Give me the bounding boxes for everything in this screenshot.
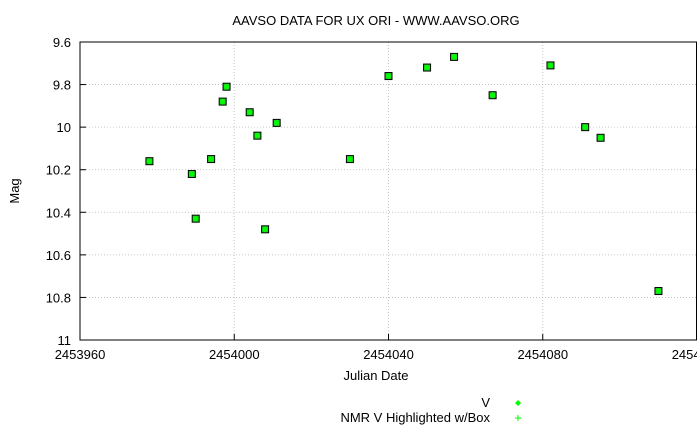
data-point-marker (597, 134, 604, 141)
data-point-marker (489, 92, 496, 99)
data-point-marker (192, 215, 199, 222)
x-tick-label: 2454120 (672, 347, 697, 362)
marks-layer (145, 52, 663, 296)
x-axis-label: Julian Date (343, 368, 408, 383)
legend-label-v: V (481, 395, 490, 410)
data-point-marker (346, 156, 353, 163)
plot-frame (79, 41, 697, 341)
data-point-marker (146, 158, 153, 165)
y-tick-label: 10.8 (46, 290, 71, 305)
y-tick-label: 9.8 (53, 78, 71, 93)
data-point-marker (208, 156, 215, 163)
legend: V NMR V Highlighted w/Box (340, 395, 521, 425)
grid-layer (80, 42, 697, 340)
y-axis-label: Mag (7, 178, 22, 203)
data-point-marker (385, 73, 392, 80)
y-tick-label: 10 (57, 120, 71, 135)
data-point-marker (254, 132, 261, 139)
y-tick-label: 10.2 (46, 163, 71, 178)
x-tick-label: 2454040 (363, 347, 414, 362)
data-point-marker (246, 109, 253, 116)
data-point-marker (273, 119, 280, 126)
legend-label-nmr: NMR V Highlighted w/Box (340, 410, 490, 425)
y-tick-label: 11 (58, 333, 72, 348)
y-tick-label: 10.4 (46, 205, 71, 220)
data-point-marker (219, 98, 226, 105)
data-point-marker (547, 62, 554, 69)
data-point-marker (582, 124, 589, 131)
data-point-marker (424, 64, 431, 71)
y-tick-label: 10.6 (46, 248, 71, 263)
data-point-marker (655, 288, 662, 295)
data-point-marker (262, 226, 269, 233)
data-point-marker (188, 170, 195, 177)
legend-marker-nmr (515, 415, 521, 421)
x-tick-label: 2454000 (209, 347, 260, 362)
chart-title: AAVSO DATA FOR UX ORI - WWW.AAVSO.ORG (232, 13, 519, 28)
y-tick-label: 9.6 (53, 35, 71, 50)
data-point-marker (223, 83, 230, 90)
x-tick-label: 2453960 (55, 347, 106, 362)
x-tick-label: 2454080 (517, 347, 568, 362)
data-point-marker (451, 53, 458, 60)
legend-marker-v (515, 400, 521, 406)
